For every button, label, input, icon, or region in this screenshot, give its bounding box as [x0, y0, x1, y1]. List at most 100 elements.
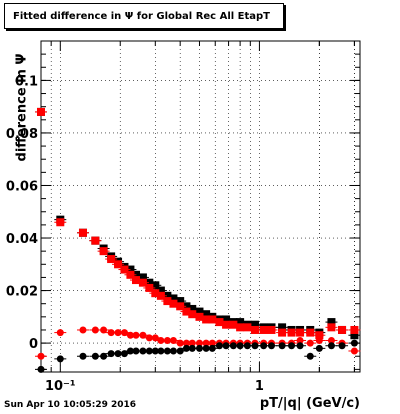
- data-point: [215, 342, 223, 350]
- data-point: [222, 320, 231, 329]
- data-point: [37, 365, 45, 373]
- data-point: [202, 315, 211, 324]
- data-point: [99, 247, 108, 256]
- data-point: [243, 342, 251, 350]
- data-point: [78, 228, 87, 237]
- data-point: [236, 342, 244, 350]
- data-point: [138, 273, 147, 282]
- data-point: [120, 265, 129, 274]
- data-point: [296, 328, 305, 337]
- data-point: [268, 342, 276, 350]
- data-point: [222, 315, 231, 324]
- x-axis-label: pT/|q| (GeV/c): [259, 396, 360, 411]
- data-point: [163, 297, 172, 306]
- data-point: [195, 307, 204, 316]
- data-point: [208, 344, 216, 352]
- data-point: [278, 342, 286, 350]
- y-tick-label: 0.06: [6, 179, 38, 194]
- data-point: [202, 344, 210, 352]
- data-point: [327, 318, 336, 327]
- title-box: Fitted difference in Ψ for Global Rec Al…: [4, 3, 284, 29]
- data-point: [288, 342, 296, 350]
- data-point: [120, 350, 128, 358]
- data-point: [114, 350, 122, 358]
- data-point: [169, 336, 177, 344]
- data-point: [296, 336, 304, 344]
- data-point: [176, 297, 185, 306]
- data-point: [251, 342, 259, 350]
- data-point: [182, 302, 191, 311]
- data-point: [145, 283, 154, 292]
- data-point: [151, 289, 160, 298]
- data-point: [208, 339, 216, 347]
- data-point: [157, 347, 165, 355]
- data-point: [202, 339, 210, 347]
- data-point: [107, 255, 116, 264]
- data-point: [107, 350, 115, 358]
- y-tick-label: 0.04: [6, 232, 38, 247]
- data-point: [327, 336, 335, 344]
- data-point: [350, 331, 359, 340]
- data-point: [169, 294, 178, 303]
- data-point: [188, 339, 196, 347]
- data-point: [132, 347, 140, 355]
- data-point: [306, 352, 314, 360]
- data-point: [350, 347, 358, 355]
- data-point: [195, 344, 203, 352]
- y-tick-label: 0.1: [15, 74, 38, 89]
- data-point: [215, 318, 224, 327]
- data-point: [306, 328, 315, 337]
- data-point: [156, 291, 165, 300]
- data-point: [91, 326, 99, 334]
- data-point: [236, 318, 245, 327]
- data-point: [195, 312, 204, 321]
- data-point: [296, 342, 304, 350]
- data-point: [229, 320, 238, 329]
- data-point: [126, 270, 135, 279]
- data-point: [132, 331, 140, 339]
- data-point: [350, 325, 359, 334]
- data-point: [139, 347, 147, 355]
- data-point: [56, 329, 64, 337]
- data-point: [338, 342, 346, 350]
- data-point: [56, 355, 64, 363]
- data-point: [37, 352, 45, 360]
- data-point: [79, 352, 87, 360]
- data-point: [315, 331, 324, 340]
- data-point: [176, 302, 185, 311]
- data-point: [151, 334, 159, 342]
- data-point: [208, 315, 217, 324]
- data-point: [188, 304, 197, 313]
- data-point: [338, 325, 347, 334]
- data-point: [176, 347, 184, 355]
- data-point: [163, 291, 172, 300]
- data-point: [91, 352, 99, 360]
- data-point: [138, 278, 147, 287]
- data-point: [145, 278, 154, 287]
- data-point: [315, 336, 323, 344]
- y-tick-label: 0.08: [6, 127, 38, 142]
- data-point: [107, 329, 115, 337]
- data-point: [157, 336, 165, 344]
- data-point: [56, 218, 65, 227]
- y-axis-label: difference in Ψ: [14, 53, 30, 162]
- data-point: [100, 326, 108, 334]
- data-point: [188, 310, 197, 319]
- data-point: [267, 325, 276, 334]
- data-point: [229, 342, 237, 350]
- data-point: [37, 107, 45, 116]
- data-point: [163, 336, 171, 344]
- data-point: [156, 286, 165, 295]
- data-point: [169, 347, 177, 355]
- x-tick-label: 1: [255, 379, 264, 394]
- data-point: [259, 325, 268, 334]
- x-tick-label: 10⁻¹: [45, 379, 76, 394]
- data-point: [260, 342, 268, 350]
- data-point: [202, 310, 211, 319]
- y-tick-label: 0: [29, 337, 38, 352]
- y-tick-label: 0.02: [6, 285, 38, 300]
- data-point: [176, 339, 184, 347]
- data-point: [120, 329, 128, 337]
